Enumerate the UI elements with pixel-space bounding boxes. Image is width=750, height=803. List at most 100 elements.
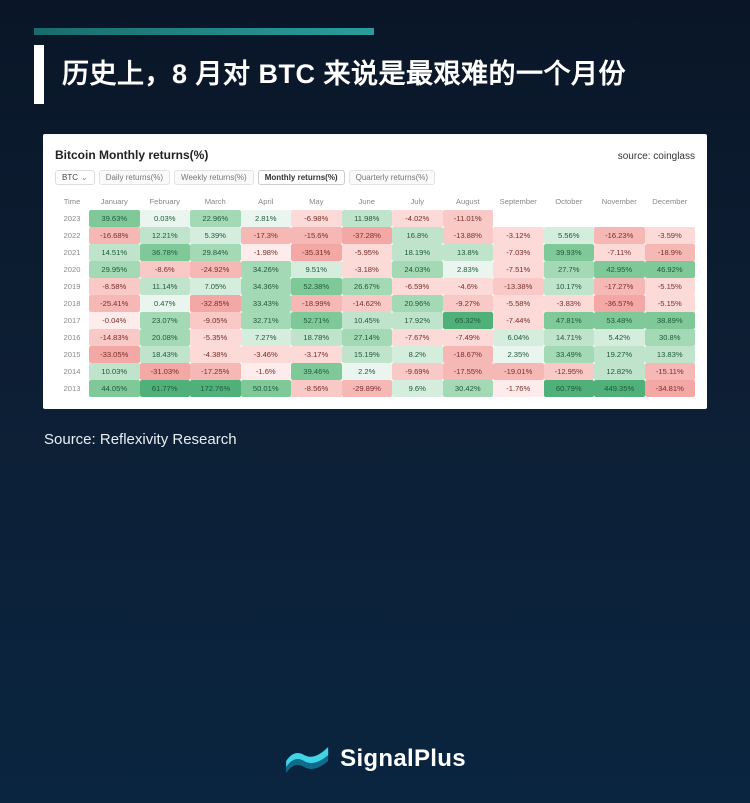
value-cell: -4.02% [392, 210, 443, 227]
value-cell: 18.78% [291, 329, 342, 346]
value-cell: 6.04% [493, 329, 544, 346]
col-header: July [392, 193, 443, 210]
value-cell: 5.39% [190, 227, 241, 244]
value-cell: 18.19% [392, 244, 443, 261]
value-cell: 19.27% [594, 346, 645, 363]
year-cell: 2018 [55, 295, 89, 312]
col-header: January [89, 193, 140, 210]
year-cell: 2016 [55, 329, 89, 346]
value-cell: -7.03% [493, 244, 544, 261]
value-cell: -17.3% [241, 227, 292, 244]
value-cell: -17.27% [594, 278, 645, 295]
col-header: Time [55, 193, 89, 210]
col-header: August [443, 193, 494, 210]
value-cell: 39.93% [544, 244, 595, 261]
value-cell: -16.68% [89, 227, 140, 244]
coin-select[interactable]: BTC [55, 170, 95, 185]
value-cell: 2.81% [241, 210, 292, 227]
value-cell: 5.56% [544, 227, 595, 244]
value-cell: 5.42% [594, 329, 645, 346]
panel-title: Bitcoin Monthly returns(%) [55, 148, 208, 162]
value-cell: 16.8% [392, 227, 443, 244]
value-cell: 9.51% [291, 261, 342, 278]
value-cell: 30.8% [645, 329, 696, 346]
value-cell: -1.76% [493, 380, 544, 397]
year-cell: 2021 [55, 244, 89, 261]
value-cell: 47.81% [544, 312, 595, 329]
value-cell: -18.99% [291, 295, 342, 312]
value-cell: 33.49% [544, 346, 595, 363]
value-cell: 32.71% [241, 312, 292, 329]
value-cell: -24.92% [190, 261, 241, 278]
value-cell: -16.23% [594, 227, 645, 244]
source-line: Source: Reflexivity Research [44, 431, 750, 448]
value-cell: 38.89% [645, 312, 696, 329]
value-cell: 33.43% [241, 295, 292, 312]
year-cell: 2014 [55, 363, 89, 380]
panel-source: source: coinglass [618, 151, 695, 162]
value-cell: -36.57% [594, 295, 645, 312]
title-block: 历史上，8 月对 BTC 来说是最艰难的一个月份 [34, 45, 750, 104]
value-cell: 53.48% [594, 312, 645, 329]
value-cell: -5.35% [190, 329, 241, 346]
value-cell: 8.2% [392, 346, 443, 363]
value-cell: -8.6% [140, 261, 191, 278]
value-cell: 29.95% [89, 261, 140, 278]
year-cell: 2015 [55, 346, 89, 363]
value-cell: -12.95% [544, 363, 595, 380]
value-cell: 52.38% [291, 278, 342, 295]
value-cell: -1.98% [241, 244, 292, 261]
value-cell: -3.12% [493, 227, 544, 244]
tab-quarterly[interactable]: Quarterly returns(%) [349, 170, 435, 185]
value-cell: -8.56% [291, 380, 342, 397]
value-cell: 34.36% [241, 278, 292, 295]
value-cell: 2.2% [342, 363, 393, 380]
value-cell: 27.7% [544, 261, 595, 278]
value-cell: -31.03% [140, 363, 191, 380]
value-cell: 11.14% [140, 278, 191, 295]
value-cell: -7.49% [443, 329, 494, 346]
value-cell: 2.83% [443, 261, 494, 278]
tab-daily[interactable]: Daily returns(%) [99, 170, 170, 185]
value-cell: -4.38% [190, 346, 241, 363]
value-cell: 14.51% [89, 244, 140, 261]
value-cell: 10.45% [342, 312, 393, 329]
year-cell: 2023 [55, 210, 89, 227]
value-cell: 30.42% [443, 380, 494, 397]
value-cell: -9.69% [392, 363, 443, 380]
value-cell: 26.67% [342, 278, 393, 295]
value-cell: 34.26% [241, 261, 292, 278]
col-header: September [493, 193, 544, 210]
value-cell: -35.31% [291, 244, 342, 261]
year-cell: 2020 [55, 261, 89, 278]
value-cell: -14.62% [342, 295, 393, 312]
value-cell: 9.6% [392, 380, 443, 397]
value-cell: -14.83% [89, 329, 140, 346]
value-cell: 15.19% [342, 346, 393, 363]
value-cell: -15.6% [291, 227, 342, 244]
tab-weekly[interactable]: Weekly returns(%) [174, 170, 254, 185]
value-cell: -8.58% [89, 278, 140, 295]
value-cell [493, 210, 544, 227]
value-cell: 11.98% [342, 210, 393, 227]
value-cell: 17.92% [392, 312, 443, 329]
value-cell: 13.8% [443, 244, 494, 261]
value-cell: 13.83% [645, 346, 696, 363]
tab-row: BTC Daily returns(%) Weekly returns(%) M… [55, 170, 695, 185]
tab-monthly[interactable]: Monthly returns(%) [258, 170, 345, 185]
year-cell: 2017 [55, 312, 89, 329]
col-header: June [342, 193, 393, 210]
col-header: December [645, 193, 696, 210]
value-cell: 24.03% [392, 261, 443, 278]
returns-table: TimeJanuaryFebruaryMarchAprilMayJuneJuly… [55, 193, 695, 397]
value-cell: -37.28% [342, 227, 393, 244]
value-cell: -6.98% [291, 210, 342, 227]
value-cell: -15.11% [645, 363, 696, 380]
value-cell: 22.96% [190, 210, 241, 227]
value-cell: -5.95% [342, 244, 393, 261]
value-cell: 10.03% [89, 363, 140, 380]
value-cell: -17.25% [190, 363, 241, 380]
value-cell [594, 210, 645, 227]
value-cell: -1.6% [241, 363, 292, 380]
value-cell: -3.59% [645, 227, 696, 244]
